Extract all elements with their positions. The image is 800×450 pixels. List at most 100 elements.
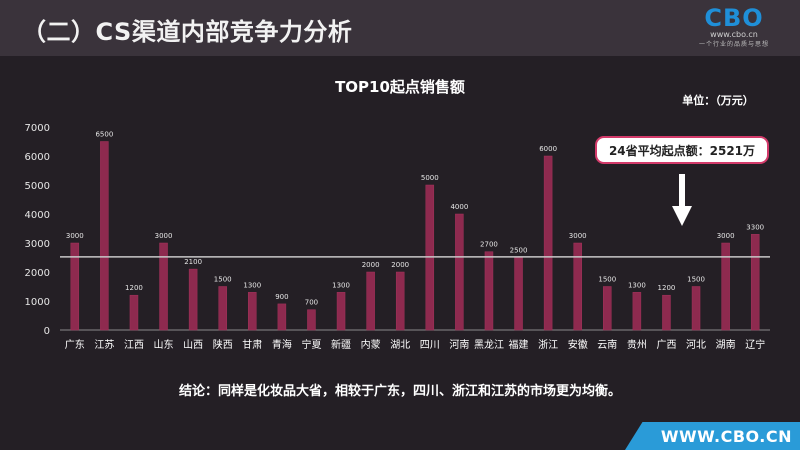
bar-19 <box>603 286 612 331</box>
x-tick-label: 河北 <box>686 339 706 351</box>
bar-1 <box>70 242 80 331</box>
x-tick-label: 福建 <box>509 338 529 351</box>
data-label: 3300 <box>746 223 764 231</box>
logo-url: www.cbo.cn <box>710 30 758 39</box>
data-label: 3000 <box>569 232 587 240</box>
y-axis: 0 1000 2000 3000 4000 5000 6000 7000 <box>25 123 50 337</box>
bar-20 <box>632 292 642 331</box>
data-label: 2700 <box>480 241 498 249</box>
x-tick-label: 河南 <box>449 338 469 351</box>
data-labels: 3000 6500 1200 3000 2100 1500 1300 900 700 1300 20… <box>66 131 764 307</box>
x-tick-label: 安徽 <box>568 338 588 351</box>
average-callout: 24省平均起点额：2521万 <box>595 136 769 164</box>
x-tick-label: 江西 <box>124 339 144 351</box>
y-tick-label: 7000 <box>25 123 50 134</box>
data-label: 2000 <box>362 261 380 269</box>
logo-mark: CBO <box>704 4 764 32</box>
y-tick-label: 5000 <box>25 181 50 192</box>
average-callout-text: 24省平均起点额：2521万 <box>609 143 755 158</box>
x-tick-label: 青海 <box>272 338 292 351</box>
footer-url: WWW.CBO.CN <box>660 427 792 446</box>
data-label: 4000 <box>450 203 468 211</box>
data-label: 900 <box>275 293 288 301</box>
bar-18 <box>573 242 582 331</box>
bar-2 <box>100 141 109 331</box>
bar-15 <box>484 251 494 331</box>
x-tick-label: 广东 <box>65 338 85 351</box>
bar-14 <box>455 213 464 331</box>
bar-11 <box>366 271 375 331</box>
data-label: 1300 <box>332 281 350 289</box>
bar-8 <box>277 303 287 331</box>
data-label: 1200 <box>125 284 143 292</box>
data-label: 700 <box>305 299 318 307</box>
data-label: 2100 <box>184 258 202 266</box>
bar-5 <box>188 268 198 331</box>
data-label: 2500 <box>510 247 528 255</box>
data-label: 1200 <box>658 284 676 292</box>
x-tick-label: 江苏 <box>94 338 114 351</box>
down-arrow-icon <box>672 174 692 226</box>
data-label: 1500 <box>687 276 705 284</box>
x-tick-label: 甘肃 <box>242 338 262 351</box>
data-label: 6000 <box>539 145 557 153</box>
bar-7 <box>248 292 257 331</box>
chart-title: TOP10起点销售额 <box>335 78 465 96</box>
x-axis: 广东 江苏 江西 山东 山西 陕西 甘肃 青海 宁夏 新疆 内蒙 湖北 四川 河南 黑龙江 福建 浙江 安徽 云南贵… <box>65 338 765 351</box>
bar-3 <box>129 294 139 331</box>
x-tick-label: 广西 <box>656 339 676 351</box>
bar-23 <box>721 242 730 331</box>
x-tick-label: 新疆 <box>331 338 351 351</box>
data-label: 3000 <box>66 232 84 240</box>
data-label: 1500 <box>214 276 232 284</box>
x-tick-label: 湖北 <box>390 339 410 351</box>
x-tick-label: 黑龙江 <box>474 338 504 351</box>
data-label: 6500 <box>95 131 113 139</box>
unit-label: 单位：（万元） <box>682 93 754 107</box>
x-tick-label: 贵州 <box>627 338 647 351</box>
header-bar: （二）CS渠道内部竞争力分析 CBO www.cbo.cn 一个行业的品质与思想 <box>0 0 800 56</box>
bar-24 <box>750 234 760 331</box>
y-tick-label: 6000 <box>25 152 50 163</box>
bar-21 <box>662 294 671 331</box>
x-tick-label: 浙江 <box>538 339 558 351</box>
data-label: 1500 <box>598 276 616 284</box>
bar-16 <box>514 257 523 331</box>
data-label: 2000 <box>391 261 409 269</box>
data-label: 1300 <box>243 281 261 289</box>
y-tick-label: 2000 <box>25 268 50 279</box>
x-tick-label: 四川 <box>420 340 440 351</box>
bar-17 <box>543 155 553 331</box>
data-label: 1300 <box>628 281 646 289</box>
bar-10 <box>336 292 346 331</box>
average-callout-box <box>595 136 769 164</box>
bars <box>70 141 760 331</box>
y-tick-label: 4000 <box>25 210 50 221</box>
x-tick-label: 辽宁 <box>745 338 765 351</box>
x-tick-label: 宁夏 <box>301 338 321 351</box>
bar-12 <box>395 271 405 331</box>
bar-6 <box>218 286 227 331</box>
y-tick-label: 1000 <box>25 297 50 308</box>
bar-4 <box>159 242 168 331</box>
data-label: 3000 <box>717 232 735 240</box>
y-tick-label: 0 <box>44 326 50 337</box>
x-tick-label: 内蒙 <box>361 338 381 351</box>
conclusion-text: 结论：同样是化妆品大省，相较于广东，四川、浙江和江苏的市场更为均衡。 <box>178 384 621 399</box>
page-title: （二）CS渠道内部竞争力分析 <box>22 18 353 46</box>
x-tick-label: 山西 <box>183 339 203 351</box>
x-tick-label: 云南 <box>597 338 617 351</box>
x-tick-label: 山东 <box>154 338 174 351</box>
cbo-logo: CBO www.cbo.cn 一个行业的品质与思想 <box>686 6 782 50</box>
y-tick-label: 3000 <box>25 239 50 250</box>
x-tick-label: 湖南 <box>716 338 736 351</box>
data-label: 3000 <box>155 232 173 240</box>
data-label: 5000 <box>421 174 439 182</box>
footer-band <box>625 422 800 450</box>
bar-9 <box>307 309 316 331</box>
x-tick-label: 陕西 <box>213 338 233 351</box>
logo-slogan: 一个行业的品质与思想 <box>698 41 769 48</box>
bar-22 <box>691 286 701 331</box>
